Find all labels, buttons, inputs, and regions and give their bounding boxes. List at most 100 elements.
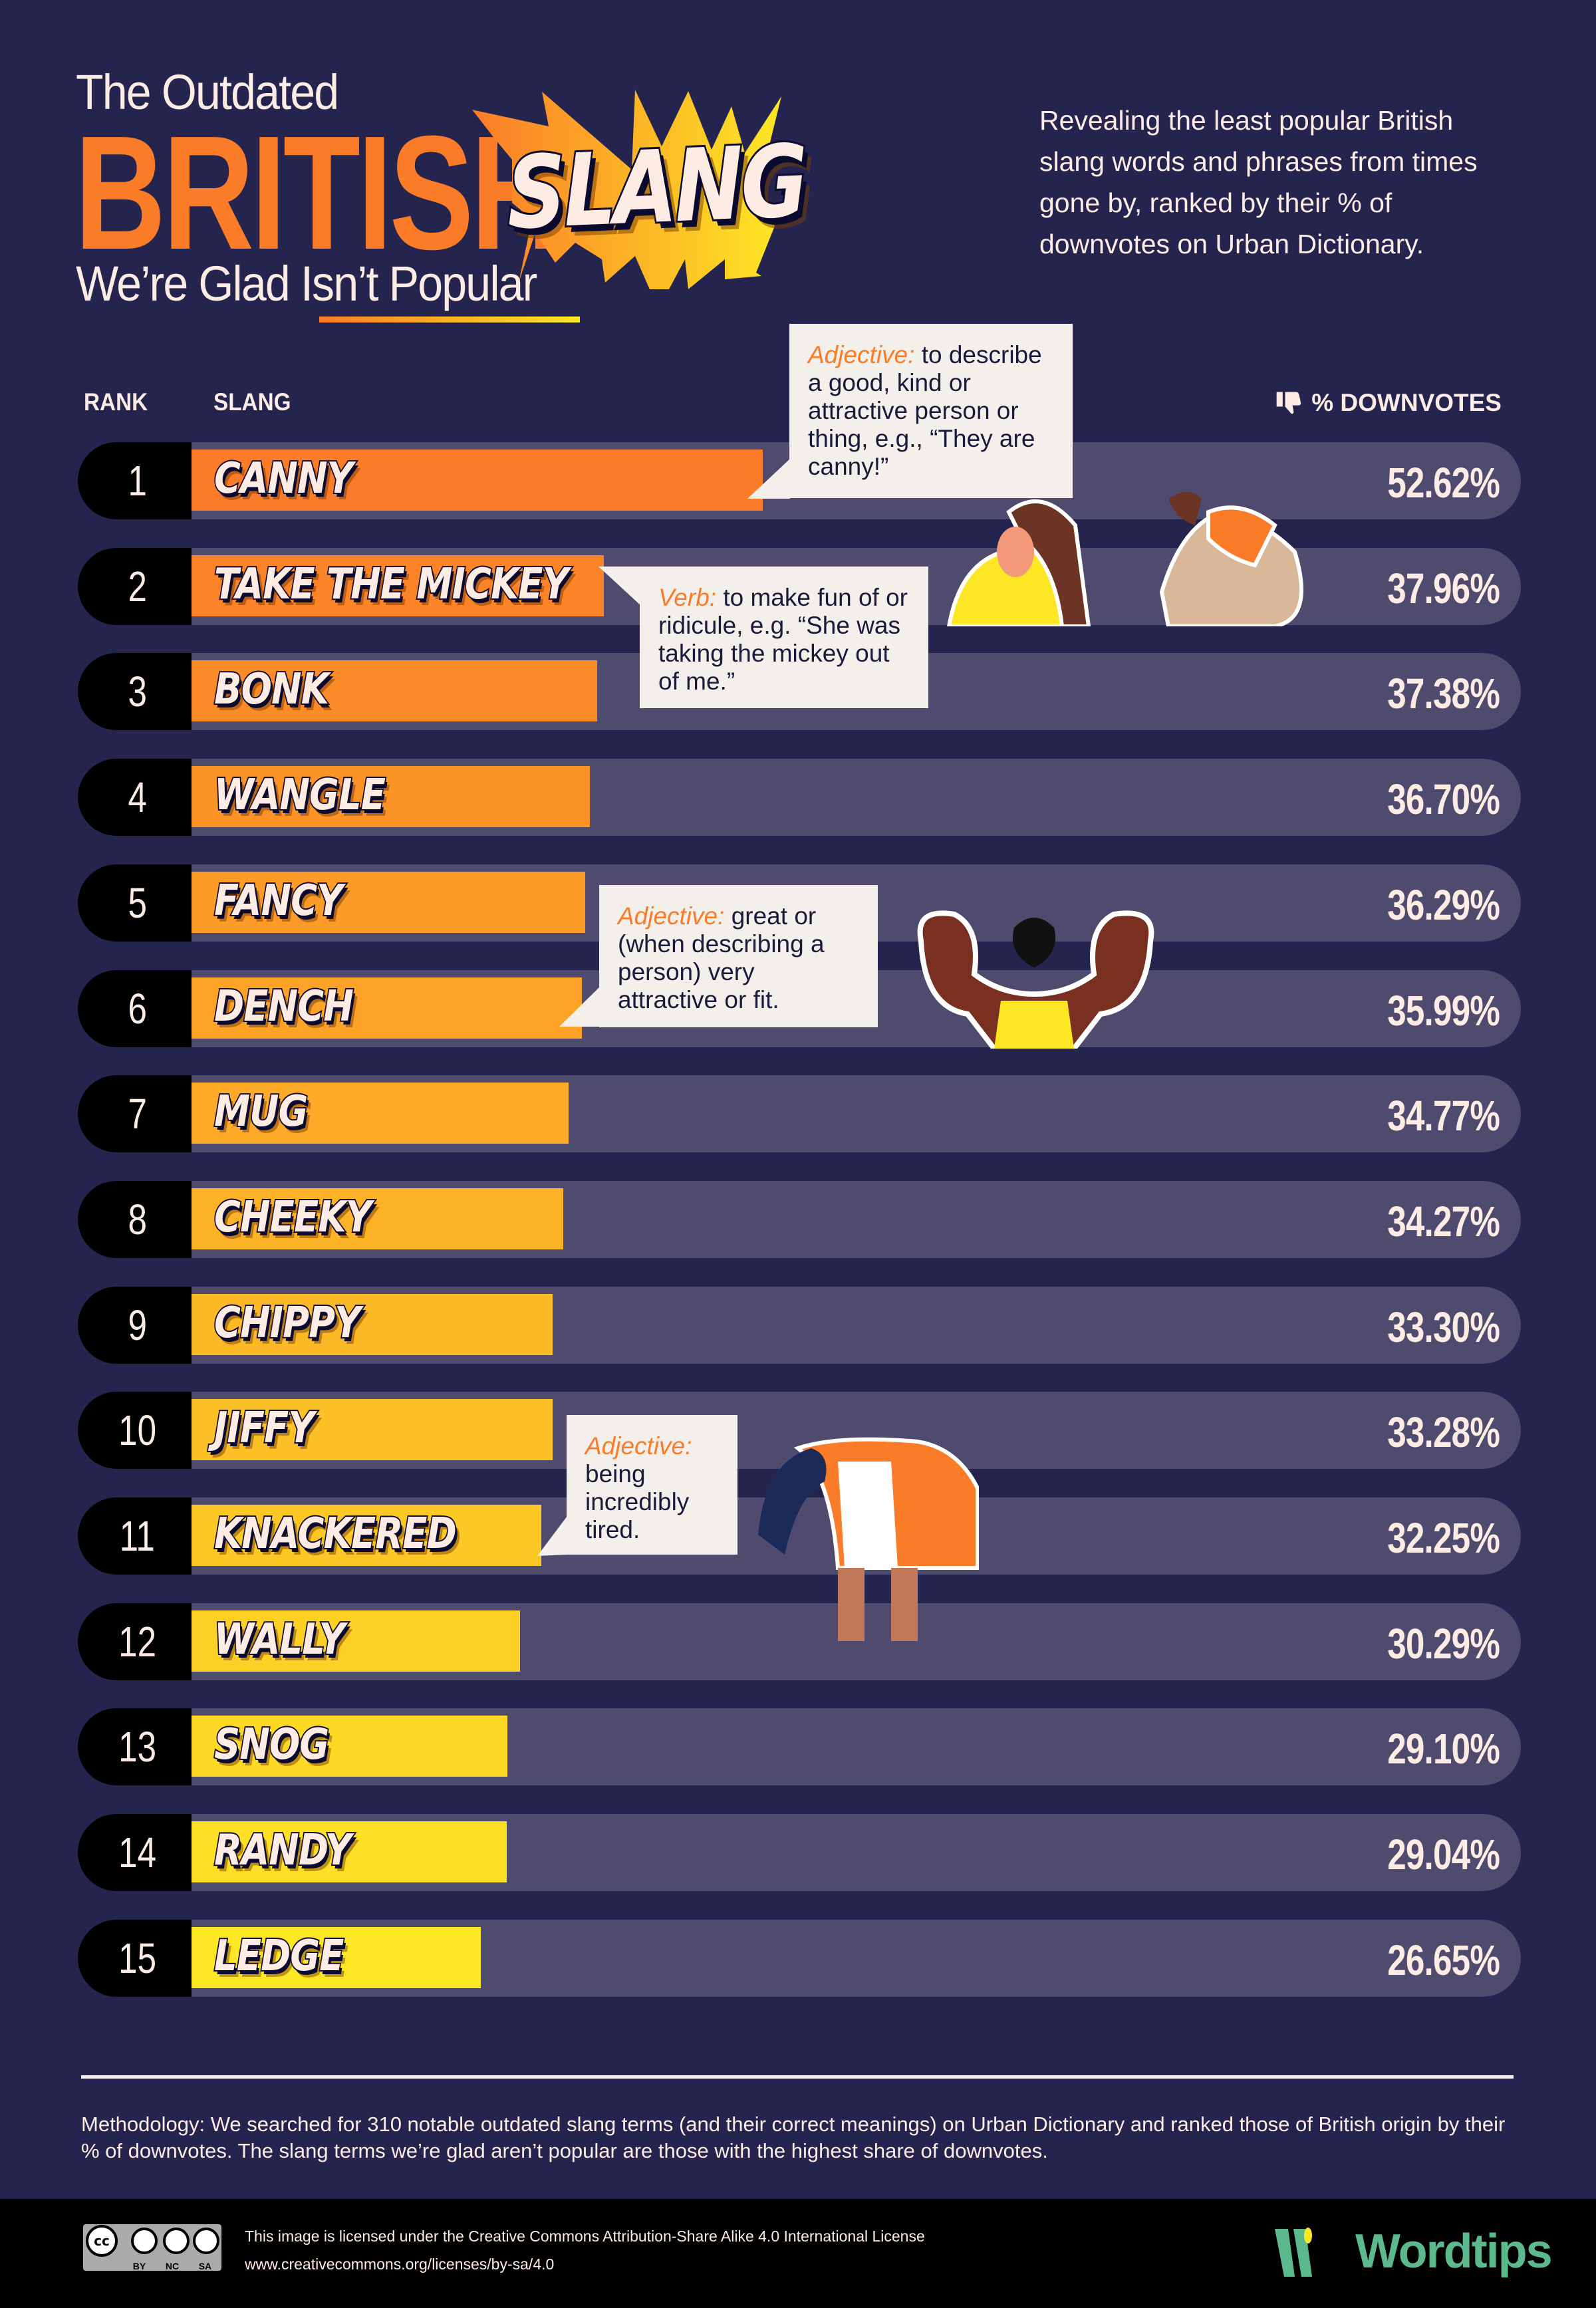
table-row: 11 KNACKERED 32.25% (78, 1497, 1521, 1575)
slang-label: CANNY (213, 453, 354, 505)
rank-pill: 7 (78, 1075, 192, 1153)
rank-number: 13 (118, 1723, 156, 1771)
table-row: 14 RANDY 29.04% (78, 1814, 1521, 1892)
rank-pill: 12 (78, 1603, 192, 1680)
methodology: Methodology: We searched for 310 notable… (81, 2113, 1506, 2162)
annotation-tail (598, 567, 640, 605)
rank-pill: 11 (78, 1497, 192, 1575)
rank-pill: 4 (78, 759, 192, 836)
cc-by: BY (132, 2261, 146, 2271)
annotation-knackered: Adjective: being incredibly tired. (567, 1415, 737, 1555)
bar (192, 1293, 553, 1355)
table-row: 12 WALLY 30.29% (78, 1603, 1521, 1680)
annotation-tail (559, 987, 600, 1027)
rank-pill: 5 (78, 864, 192, 942)
value-label: 37.96% (1387, 564, 1500, 612)
bar (192, 1399, 553, 1461)
slang-label: KNACKERED (213, 1508, 458, 1560)
bar (192, 1716, 507, 1777)
rank-pill: 2 (78, 547, 192, 625)
cc-nc: NC (165, 2261, 180, 2271)
value-label: 34.77% (1387, 1092, 1500, 1140)
rank-pill: 9 (78, 1286, 192, 1364)
rank-pill: 10 (78, 1392, 192, 1470)
illustration-flexing-person (917, 910, 1154, 1049)
value-label: 37.38% (1387, 670, 1500, 718)
value-label: 30.29% (1387, 1619, 1500, 1668)
table-row: 13 SNOG 29.10% (78, 1708, 1521, 1786)
svg-text:cc: cc (94, 2233, 110, 2249)
slang-label: MUG (213, 1086, 309, 1138)
bar (192, 1821, 507, 1883)
rank-number: 15 (118, 1934, 156, 1982)
description: Revealing the least popular British slan… (1039, 105, 1478, 259)
bar (192, 1188, 564, 1249)
bar (192, 449, 763, 511)
annotation-take-the-mickey: Verb: to make fun of or ridicule, e.g. “… (640, 567, 928, 708)
rank-number: 9 (128, 1301, 147, 1349)
slang-label: BONK (213, 664, 330, 715)
rank-number: 11 (119, 1512, 156, 1560)
rank-pill: 1 (78, 442, 192, 519)
table-row: 9 CHIPPY 33.30% (78, 1286, 1521, 1364)
burst-shape (472, 90, 781, 289)
cc-license-badge: cc BY NC SA (83, 2224, 221, 2271)
illustration-tired-person (758, 1437, 979, 1641)
slang-label: RANDY (213, 1825, 352, 1876)
title-bottom: We’re Glad Isn’t Popular (76, 256, 537, 311)
annotation-dench: Adjective: great or (when describing a p… (599, 885, 878, 1027)
rank-number: 12 (118, 1617, 156, 1666)
annotation-tail (537, 1516, 567, 1556)
value-label: 34.27% (1387, 1197, 1500, 1245)
bar (192, 871, 586, 933)
rank-number: 1 (128, 457, 147, 505)
value-label: 36.29% (1387, 880, 1500, 929)
value-label: 33.30% (1387, 1303, 1500, 1351)
slang-label: WANGLE (213, 769, 386, 821)
bar (192, 1083, 569, 1144)
title-main: BRITISH (74, 102, 562, 283)
slang-label: WALLY (213, 1614, 346, 1666)
rank-pill: 6 (78, 969, 192, 1047)
title-burst: SLANG (503, 122, 809, 253)
annotation-canny: Adjective: to describe a good, kind or a… (789, 324, 1073, 498)
table-row: 10 JIFFY 33.28% (78, 1392, 1521, 1470)
rank-pill: 14 (78, 1814, 192, 1892)
slang-label: TAKE THE MICKEY (213, 559, 569, 610)
illustration-two-women (946, 492, 1303, 626)
annotation-tail (747, 459, 790, 499)
bar (192, 1610, 521, 1672)
header-downvotes: % DOWNVOTES (1274, 388, 1502, 418)
bar (192, 1926, 481, 1988)
divider (81, 2075, 1514, 2079)
bar (192, 977, 583, 1039)
annotation-text: to make fun of or ridicule, e.g. “She wa… (658, 584, 908, 695)
title-top: The Outdated (76, 64, 339, 120)
license-url[interactable]: www.creativecommons.org/licenses/by-sa/4… (245, 2255, 555, 2273)
rank-number: 10 (118, 1406, 156, 1455)
rank-number: 5 (128, 878, 147, 927)
rank-number: 2 (128, 562, 147, 610)
annotation-pos: Adjective: (808, 341, 915, 368)
annotation-text: being incredibly tired. (585, 1460, 690, 1543)
slang-label: JIFFY (213, 1402, 315, 1454)
value-label: 35.99% (1387, 986, 1500, 1035)
value-label: 36.70% (1387, 775, 1500, 824)
cc-sa: SA (198, 2261, 212, 2271)
rank-number: 6 (128, 984, 147, 1033)
rank-number: 14 (118, 1829, 156, 1877)
slang-label: LEDGE (213, 1930, 345, 1982)
annotation-text: to describe a good, kind or attractive p… (808, 341, 1042, 480)
brand-name: Wordtips (1355, 2225, 1553, 2278)
rank-pill: 3 (78, 653, 192, 731)
slang-label: SNOG (213, 1719, 330, 1771)
rank-number: 8 (128, 1195, 147, 1243)
value-label: 29.04% (1387, 1831, 1500, 1879)
value-label: 32.25% (1387, 1514, 1500, 1562)
header-downvotes-label: % DOWNVOTES (1311, 389, 1502, 416)
cc-icon: cc (86, 2225, 219, 2257)
annotation-pos: Verb: (658, 584, 717, 611)
annotation-text: great or (when describing a person) very… (618, 902, 825, 1013)
license-text: This image is licensed under the Creativ… (245, 2228, 925, 2245)
bar (192, 555, 604, 616)
